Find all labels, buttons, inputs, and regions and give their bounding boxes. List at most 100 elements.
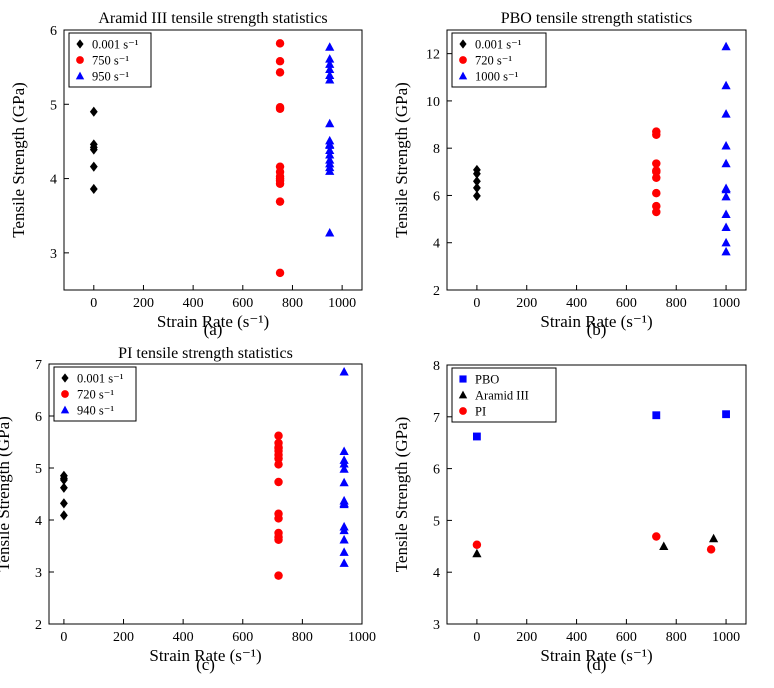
y-tick-label: 6: [35, 410, 42, 425]
legend-label: Aramid III: [475, 389, 529, 403]
panel-label: (d): [587, 655, 607, 674]
data-point: [325, 149, 335, 159]
legend-marker: [75, 71, 85, 80]
panel-d: 0 200 400 600 800 1000 3 4 5 6 7 8 Strain Rate (s⁻¹)…: [392, 359, 747, 674]
data-point: [89, 106, 98, 117]
y-tick-label: 3: [50, 247, 57, 262]
panel-c: 0 200 400 600 800 1000 2 3 4 5 6 7 PI tensile streng…: [0, 345, 376, 674]
data-point: [721, 158, 731, 168]
data-point: [339, 558, 349, 567]
data-point: [59, 510, 68, 521]
data-point: [659, 541, 669, 550]
plot-frame: [446, 364, 747, 625]
x-tick-label: 200: [113, 630, 134, 645]
data-point: [339, 459, 349, 468]
data-point: [652, 532, 661, 541]
data-point: [274, 514, 283, 523]
y-tick-label: 10: [426, 95, 440, 110]
data-point: [652, 173, 661, 182]
x-tick-label: 400: [173, 630, 194, 645]
x-tick-label: 600: [232, 630, 253, 645]
x-tick-label: 1000: [348, 630, 376, 645]
data-point: [275, 174, 285, 183]
data-point: [721, 140, 731, 150]
data-point: [652, 167, 661, 177]
legend-marker: [76, 56, 84, 64]
legend-marker: [76, 39, 84, 49]
data-point: [652, 130, 661, 139]
legend-label: 750 s⁻¹: [92, 54, 129, 68]
panel-label: (b): [587, 320, 607, 339]
data-point: [709, 533, 719, 543]
y-tick-label: 12: [426, 48, 440, 63]
legend-label: 720 s⁻¹: [77, 388, 114, 402]
legend-marker: [459, 375, 467, 383]
data-point: [721, 191, 731, 201]
data-point: [274, 442, 283, 452]
legend-label: 1000 s⁻¹: [475, 70, 519, 84]
legend-marker: [60, 405, 70, 414]
y-tick-label: 4: [433, 237, 440, 252]
y-tick-label: 3: [433, 618, 440, 633]
data-point: [59, 473, 68, 484]
panel-a: 0 200 400 600 800 1000 3 4 5 6 Aramid III tensile …: [9, 10, 363, 339]
x-tick-label: 400: [566, 630, 587, 645]
data-point: [721, 41, 731, 51]
data-point: [706, 545, 716, 554]
y-tick-label: 8: [433, 359, 440, 374]
data-point: [325, 64, 335, 74]
chart-title: PBO tensile strength statistics: [501, 10, 693, 27]
y-axis-label: Tensile Strength (GPa): [0, 416, 13, 572]
chart-title: PI tensile strength statistics: [118, 345, 293, 362]
data-point: [325, 42, 335, 51]
x-tick-label: 200: [133, 296, 154, 311]
x-tick-label: 0: [60, 630, 67, 645]
data-point: [89, 142, 98, 153]
data-point: [472, 540, 482, 549]
legend-marker: [458, 71, 468, 80]
panel-label: (a): [204, 320, 223, 339]
plot-frame: [63, 29, 363, 291]
y-tick-label: 7: [433, 411, 440, 426]
data-point: [721, 184, 731, 194]
legend-box: [451, 367, 557, 423]
legend-label: PBO: [475, 373, 499, 387]
x-tick-label: 400: [183, 296, 204, 311]
chart-title: Aramid III tensile strength statistics: [98, 10, 327, 27]
legend-marker: [459, 39, 467, 49]
x-tick-label: 0: [90, 296, 97, 311]
data-point: [472, 182, 481, 193]
data-point: [721, 222, 731, 232]
data-point: [325, 139, 335, 149]
data-point: [721, 237, 731, 247]
x-axis-label: Strain Rate (s⁻¹): [157, 312, 269, 331]
data-point: [722, 410, 730, 419]
y-tick-label: 2: [35, 618, 42, 633]
data-point: [339, 534, 349, 544]
data-point: [325, 54, 335, 63]
data-point: [339, 525, 349, 535]
data-point: [652, 411, 661, 420]
data-point: [89, 183, 98, 195]
legend-label: PI: [475, 405, 486, 419]
data-point: [721, 209, 731, 219]
data-point: [59, 498, 68, 509]
data-point: [275, 104, 285, 113]
x-tick-label: 1000: [328, 296, 356, 311]
y-axis-label: Tensile Strength (GPa): [392, 82, 411, 238]
y-tick-label: 2: [433, 284, 440, 299]
x-tick-label: 800: [666, 630, 687, 645]
data-point: [472, 190, 481, 201]
y-tick-label: 8: [433, 142, 440, 157]
data-point: [325, 70, 335, 79]
data-point: [721, 80, 731, 90]
data-point: [339, 464, 349, 473]
x-tick-label: 0: [473, 630, 480, 645]
data-point: [325, 166, 335, 175]
data-point: [652, 201, 661, 211]
panel-b: 0 200 400 600 800 1000 2 4 6 8 10 12 PBO tensile str…: [392, 10, 747, 339]
data-point: [652, 207, 661, 217]
data-point: [721, 109, 731, 118]
x-tick-label: 800: [292, 630, 313, 645]
